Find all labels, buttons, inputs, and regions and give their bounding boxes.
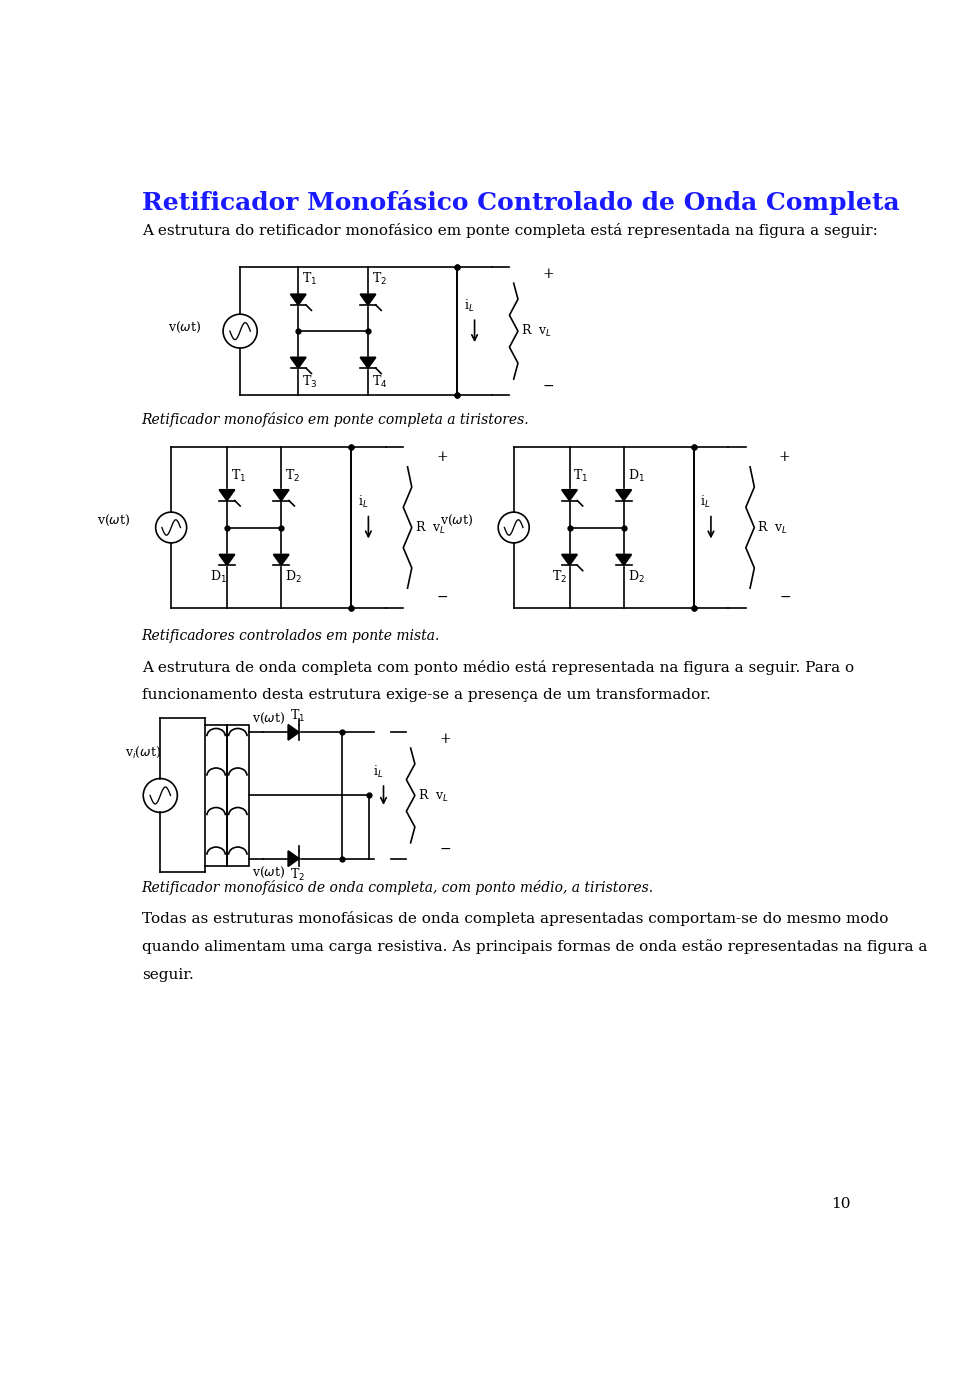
Polygon shape	[562, 555, 577, 566]
Text: A estrutura de onda completa com ponto médio está representada na figura a segui: A estrutura de onda completa com ponto m…	[142, 660, 853, 675]
Text: 10: 10	[831, 1198, 851, 1212]
Text: +: +	[779, 450, 790, 464]
Text: D$_1$: D$_1$	[628, 468, 644, 484]
Text: +: +	[440, 733, 451, 747]
Polygon shape	[562, 490, 577, 501]
Text: v($\omega$t): v($\omega$t)	[98, 512, 131, 527]
Polygon shape	[219, 490, 234, 501]
Text: i$_L$: i$_L$	[700, 494, 710, 511]
Polygon shape	[360, 357, 375, 368]
Text: v($\omega$t): v($\omega$t)	[252, 864, 285, 879]
Text: +: +	[436, 450, 447, 464]
Text: Todas as estruturas monofásicas de onda completa apresentadas comportam-se do me: Todas as estruturas monofásicas de onda …	[142, 911, 888, 926]
Text: $-$: $-$	[440, 842, 451, 856]
Text: T$_2$: T$_2$	[285, 468, 300, 484]
Text: T$_4$: T$_4$	[372, 374, 387, 391]
Polygon shape	[219, 555, 234, 566]
Text: D$_2$: D$_2$	[285, 570, 301, 585]
Text: i$_L$: i$_L$	[464, 298, 474, 313]
Text: R  v$_L$: R v$_L$	[418, 788, 448, 803]
Text: quando alimentam uma carga resistiva. As principais formas de onda estão represe: quando alimentam uma carga resistiva. As…	[142, 940, 927, 955]
Text: Retificador Monofásico Controlado de Onda Completa: Retificador Monofásico Controlado de Ond…	[142, 190, 900, 215]
Text: Retificadores controlados em ponte mista.: Retificadores controlados em ponte mista…	[142, 629, 440, 643]
Polygon shape	[288, 851, 299, 867]
Text: $-$: $-$	[542, 378, 555, 392]
Text: T$_1$: T$_1$	[230, 468, 246, 484]
Text: R  v$_L$: R v$_L$	[757, 519, 788, 535]
Text: seguir.: seguir.	[142, 967, 194, 983]
Polygon shape	[360, 294, 375, 305]
Polygon shape	[274, 490, 289, 501]
Text: v($\omega$t): v($\omega$t)	[168, 320, 202, 335]
Text: $-$: $-$	[436, 589, 448, 603]
Text: T$_1$: T$_1$	[302, 270, 318, 287]
Text: +: +	[542, 268, 554, 282]
Polygon shape	[274, 555, 289, 566]
Text: Retificador monofásico de onda completa, com ponto médio, a tiristores.: Retificador monofásico de onda completa,…	[142, 880, 654, 896]
Text: T$_2$: T$_2$	[291, 867, 305, 883]
Polygon shape	[291, 294, 306, 305]
Text: funcionamento desta estrutura exige-se a presença de um transformador.: funcionamento desta estrutura exige-se a…	[142, 687, 710, 701]
Polygon shape	[616, 555, 632, 566]
Text: R  v$_L$: R v$_L$	[520, 323, 552, 339]
Polygon shape	[291, 357, 306, 368]
Text: Retificador monofásico em ponte completa a tiristores.: Retificador monofásico em ponte completa…	[142, 413, 529, 426]
Text: i$_L$: i$_L$	[373, 763, 384, 780]
Text: T$_1$: T$_1$	[291, 708, 305, 725]
Text: v($\omega$t): v($\omega$t)	[252, 711, 285, 726]
Text: T$_2$: T$_2$	[372, 270, 387, 287]
Text: i$_L$: i$_L$	[357, 494, 368, 511]
Text: v($\omega$t): v($\omega$t)	[440, 512, 473, 527]
Text: R  v$_L$: R v$_L$	[415, 519, 445, 535]
Text: D$_1$: D$_1$	[210, 570, 227, 585]
Text: T$_1$: T$_1$	[573, 468, 588, 484]
Polygon shape	[616, 490, 632, 501]
Text: $-$: $-$	[779, 589, 791, 603]
Text: v$_i$($\omega$t): v$_i$($\omega$t)	[125, 744, 161, 759]
Text: D$_2$: D$_2$	[628, 570, 644, 585]
Text: T$_3$: T$_3$	[302, 374, 318, 391]
Text: T$_2$: T$_2$	[552, 570, 567, 585]
Polygon shape	[288, 724, 299, 740]
Text: A estrutura do retificador monofásico em ponte completa está representada na fig: A estrutura do retificador monofásico em…	[142, 224, 877, 239]
